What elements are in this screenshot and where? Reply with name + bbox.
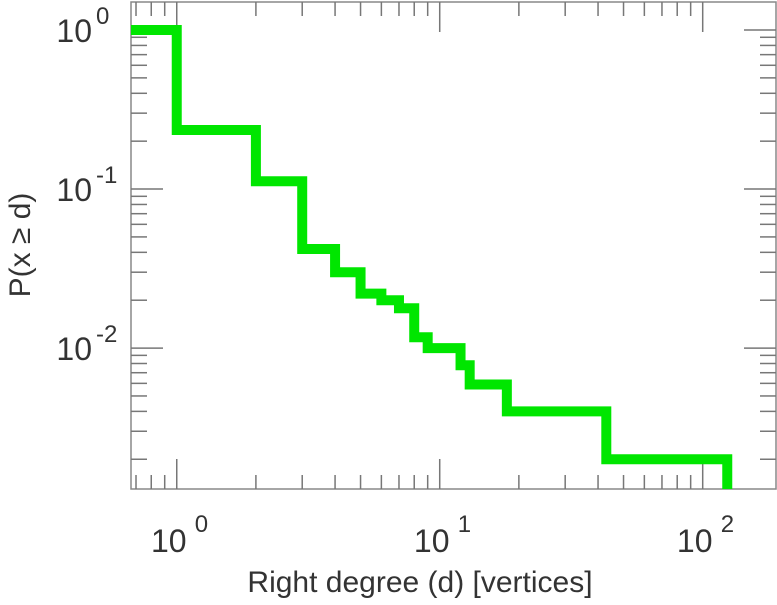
y-tick-label: 10 <box>56 331 92 367</box>
x-tick-exponent: 0 <box>195 511 208 538</box>
series-line-ccdf <box>131 25 733 489</box>
x-tick-exponent: 2 <box>721 511 734 538</box>
y-tick-exponent: -1 <box>96 162 117 189</box>
x-tick-label: 10 <box>677 523 713 559</box>
y-tick-label: 10 <box>56 13 92 49</box>
axis-ticks <box>131 2 776 489</box>
x-tick-label: 10 <box>414 523 450 559</box>
y-axis-label: P(x ≥ d) <box>4 193 37 298</box>
x-tick-label: 10 <box>151 523 187 559</box>
x-tick-labels: 10 0 10 1 10 2 <box>151 511 734 559</box>
y-tick-exponent: -2 <box>96 321 117 348</box>
x-axis-label: Right degree (d) [vertices] <box>247 566 592 599</box>
y-tick-label: 10 <box>56 172 92 208</box>
y-tick-exponent: 0 <box>96 3 109 30</box>
plot-frame <box>130 1 777 490</box>
x-tick-exponent: 1 <box>458 511 471 538</box>
